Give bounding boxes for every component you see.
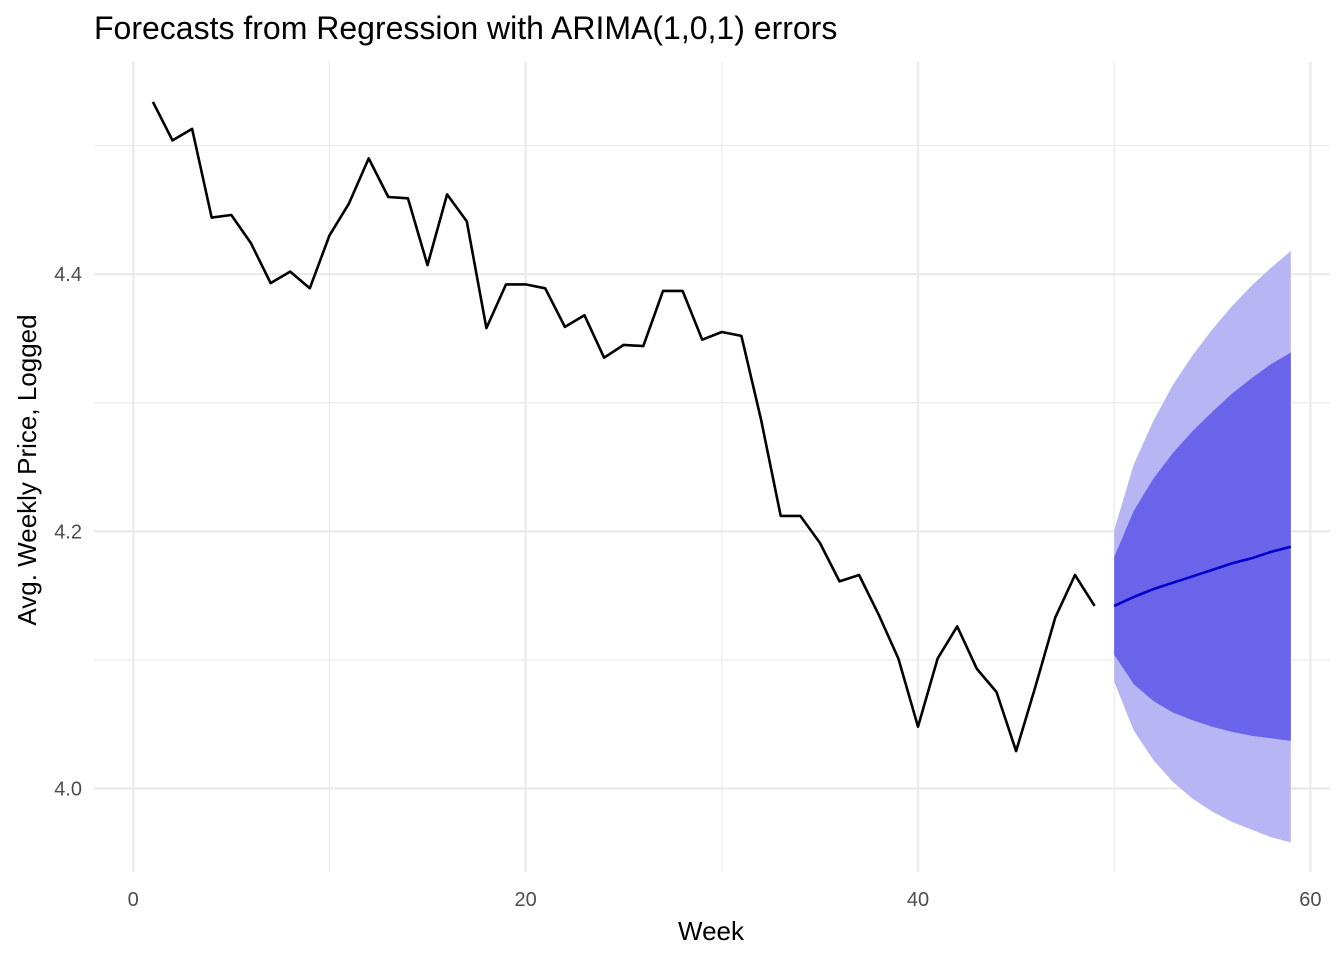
y-axis-title: Avg. Weekly Price, Logged <box>12 314 42 625</box>
x-tick-label: 20 <box>514 889 536 911</box>
x-tick-label: 0 <box>128 889 139 911</box>
chart-title: Forecasts from Regression with ARIMA(1,0… <box>94 10 838 46</box>
x-axis-title: Week <box>678 916 745 946</box>
prediction-intervals <box>1114 251 1291 843</box>
forecast-line <box>1113 545 1292 608</box>
history-line <box>151 101 1096 753</box>
y-tick-label: 4.2 <box>54 521 82 543</box>
prediction-interval-80 <box>1114 352 1291 741</box>
series-lines <box>151 101 1292 753</box>
y-tick-label: 4.0 <box>54 778 82 800</box>
x-tick-label: 60 <box>1299 889 1321 911</box>
y-tick-label: 4.4 <box>54 264 82 286</box>
grid <box>94 62 1330 872</box>
x-tick-label: 40 <box>907 889 929 911</box>
tick-labels: 0 20 40 60 4.0 4.2 4.4 <box>54 264 1321 911</box>
